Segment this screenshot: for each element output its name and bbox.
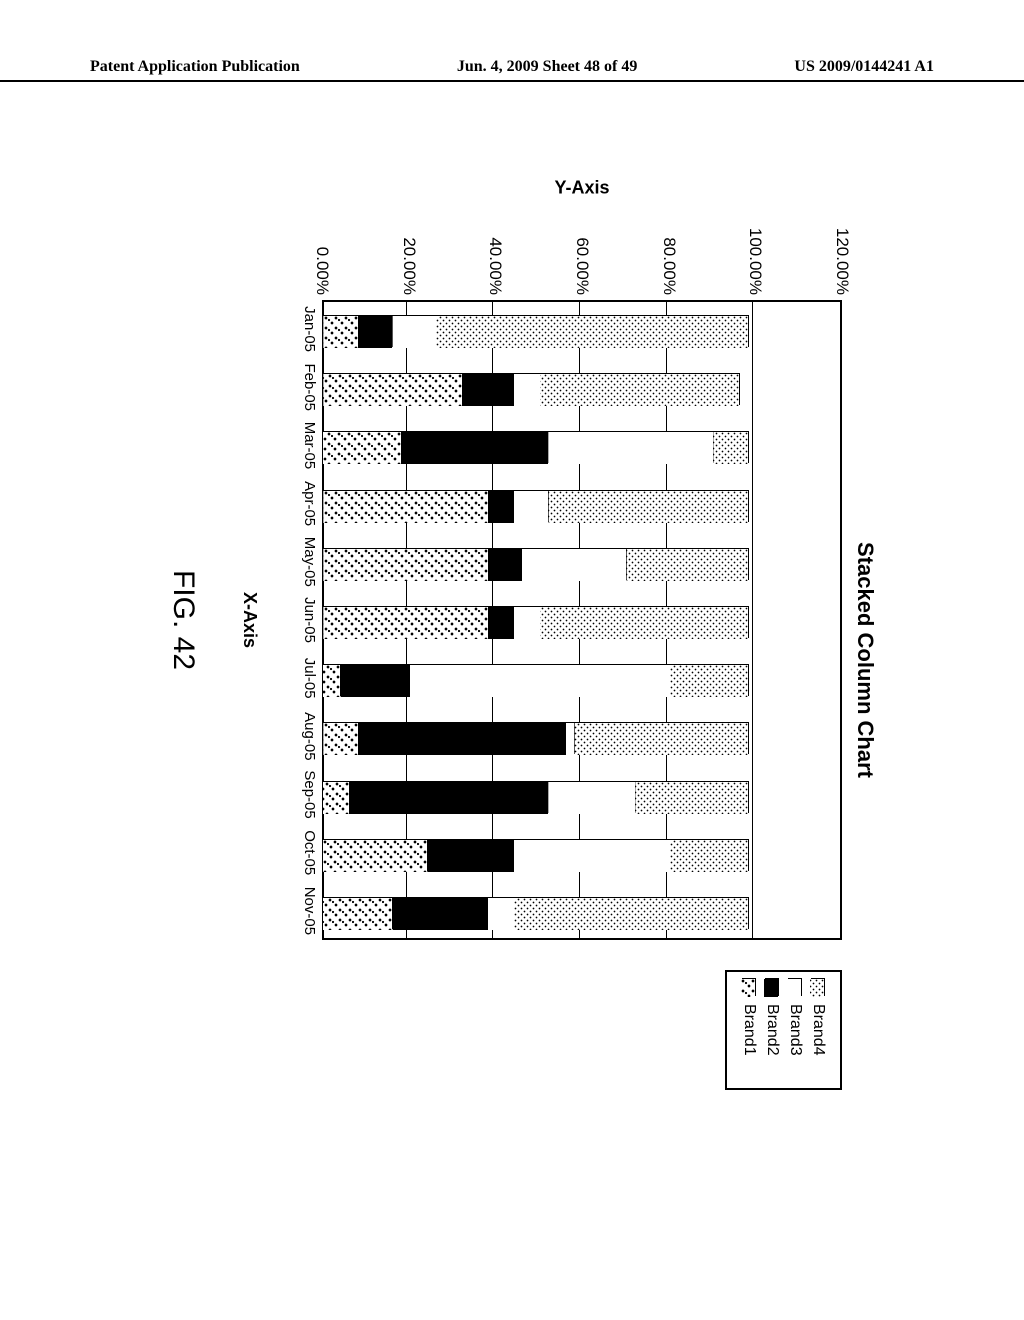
bar-segment-brand4 — [541, 606, 749, 638]
bar-segment-brand3 — [549, 431, 714, 463]
bar-segment-brand2 — [402, 431, 549, 463]
legend-swatch — [811, 978, 825, 996]
bar-segment-brand4 — [549, 490, 748, 522]
bar-segment-brand4 — [671, 839, 749, 871]
bar-segment-brand3 — [393, 315, 436, 347]
legend-item-brand2: Brand2 — [763, 978, 781, 1082]
legend-swatch — [742, 978, 756, 996]
bar-segment-brand2 — [463, 373, 515, 405]
x-tick-label: Nov-05 — [301, 887, 318, 935]
legend-label: Brand3 — [786, 1004, 804, 1056]
header-center: Jun. 4, 2009 Sheet 48 of 49 — [457, 58, 637, 76]
bar-segment-brand2 — [359, 315, 394, 347]
legend-label: Brand4 — [809, 1004, 827, 1056]
bar-segment-brand3 — [515, 373, 541, 405]
figure-label: FIG. 42 — [166, 300, 200, 940]
bar — [324, 897, 844, 929]
x-tick-label: Mar-05 — [301, 422, 318, 470]
bar-segment-brand2 — [341, 664, 410, 696]
bar-segment-brand1 — [324, 315, 359, 347]
figure-area: Stacked Column Chart Y-Axis 0.00% 20.00% 4… — [120, 160, 900, 1160]
bar-segment-brand1 — [324, 722, 359, 754]
bar-segment-brand3 — [411, 664, 671, 696]
bar-segment-brand3 — [515, 606, 541, 638]
bar-segment-brand1 — [324, 373, 463, 405]
bar-segment-brand3 — [489, 897, 515, 929]
bar — [324, 315, 844, 347]
bar-segment-brand1 — [324, 548, 489, 580]
bar — [324, 664, 844, 696]
legend: Brand4 Brand3 Brand2 Brand1 — [725, 970, 842, 1090]
bar-segment-brand1 — [324, 781, 350, 813]
bar-segment-brand2 — [393, 897, 488, 929]
bar-segment-brand1 — [324, 431, 402, 463]
bar — [324, 606, 844, 638]
bar-segment-brand4 — [636, 781, 749, 813]
bar-segment-brand4 — [541, 373, 740, 405]
bar-segment-brand1 — [324, 664, 341, 696]
bar-segment-brand4 — [627, 548, 748, 580]
bar-segment-brand3 — [515, 839, 671, 871]
bar — [324, 781, 844, 813]
x-tick-label: Apr-05 — [301, 481, 318, 526]
y-tick-label: 100.00% — [745, 215, 765, 295]
bar-segment-brand4 — [714, 431, 749, 463]
bar-segment-brand2 — [489, 606, 515, 638]
bar-segment-brand4 — [671, 664, 749, 696]
bar-segment-brand4 — [575, 722, 748, 754]
page-header: Patent Application Publication Jun. 4, 2… — [0, 58, 1024, 82]
bar — [324, 839, 844, 871]
x-axis-label: X-Axis — [239, 300, 260, 940]
bar-segment-brand4 — [437, 315, 749, 347]
legend-label: Brand1 — [740, 1004, 758, 1056]
header-right: US 2009/0144241 A1 — [794, 58, 934, 76]
x-tick-label: Jan-05 — [301, 306, 318, 352]
bar-segment-brand2 — [428, 839, 515, 871]
y-tick-label: 120.00% — [832, 215, 852, 295]
header-left: Patent Application Publication — [90, 58, 300, 76]
bar-segment-brand3 — [549, 781, 636, 813]
bar-segment-brand2 — [359, 722, 567, 754]
bar — [324, 373, 844, 405]
x-tick-label: May-05 — [301, 537, 318, 587]
x-tick-label: Sep-05 — [301, 770, 318, 818]
rotated-canvas: Stacked Column Chart Y-Axis 0.00% 20.00% 4… — [120, 160, 900, 1160]
x-tick-label: Aug-05 — [301, 712, 318, 760]
bar-segment-brand4 — [515, 897, 749, 929]
x-tick-label: Jul-05 — [301, 658, 318, 699]
bar — [324, 490, 844, 522]
chart-title: Stacked Column Chart — [852, 160, 878, 1160]
y-tick-label: 20.00% — [399, 215, 419, 295]
bar-segment-brand1 — [324, 839, 428, 871]
bar-segment-brand1 — [324, 490, 489, 522]
chart-plot-area — [322, 300, 842, 940]
y-tick-label: 80.00% — [659, 215, 679, 295]
bar-segment-brand2 — [350, 781, 549, 813]
legend-swatch — [788, 978, 802, 996]
x-tick-label: Oct-05 — [301, 830, 318, 875]
bar-segment-brand3 — [515, 490, 550, 522]
legend-item-brand4: Brand4 — [809, 978, 827, 1082]
x-tick-label: Jun-05 — [301, 597, 318, 643]
bar — [324, 548, 844, 580]
legend-item-brand1: Brand1 — [740, 978, 758, 1082]
legend-label: Brand2 — [763, 1004, 781, 1056]
legend-item-brand3: Brand3 — [786, 978, 804, 1082]
bar-segment-brand2 — [489, 548, 524, 580]
y-tick-label: 0.00% — [312, 215, 332, 295]
bar — [324, 431, 844, 463]
y-tick-label: 40.00% — [485, 215, 505, 295]
y-axis-label: Y-Axis — [554, 178, 609, 199]
bar-segment-brand1 — [324, 606, 489, 638]
x-tick-label: Feb-05 — [301, 364, 318, 412]
legend-swatch — [765, 978, 779, 996]
bar-segment-brand3 — [523, 548, 627, 580]
bar-segment-brand1 — [324, 897, 393, 929]
y-tick-label: 60.00% — [572, 215, 592, 295]
bar-segment-brand2 — [489, 490, 515, 522]
bar — [324, 722, 844, 754]
